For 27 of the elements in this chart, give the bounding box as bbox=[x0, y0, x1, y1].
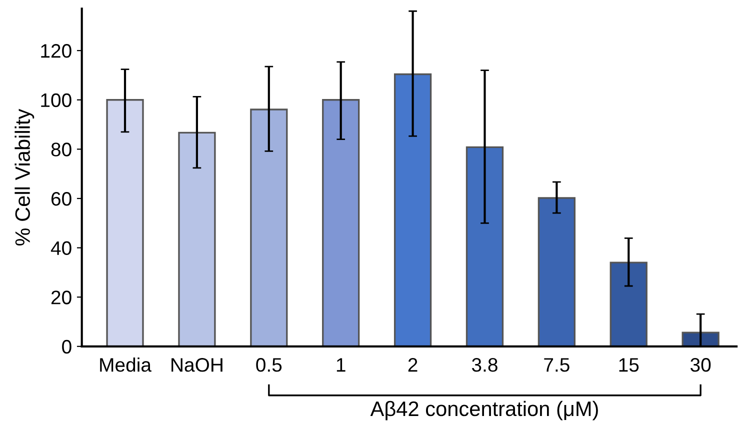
bar bbox=[394, 73, 432, 346]
y-tick-label: 80 bbox=[51, 142, 72, 156]
x-tick-label: 7.5 bbox=[544, 358, 570, 372]
bar bbox=[322, 99, 360, 346]
y-tick-label: 120 bbox=[41, 44, 72, 58]
bar bbox=[178, 132, 216, 346]
y-axis-title: % Cell Viability bbox=[14, 108, 34, 246]
bar bbox=[466, 146, 504, 346]
bar bbox=[682, 332, 720, 346]
y-tick-label: 40 bbox=[50, 241, 72, 256]
bar bbox=[610, 262, 648, 346]
x-tick-label: NaOH bbox=[172, 358, 222, 372]
text: Aβ42 concentration (μM) bbox=[370, 400, 598, 420]
x-tick-label: 0.5 bbox=[256, 358, 282, 372]
x-tick-label: 1 bbox=[336, 358, 346, 372]
bar bbox=[538, 197, 576, 346]
x-tick-label: Media bbox=[100, 358, 152, 372]
x-tick-label: 15 bbox=[619, 358, 639, 372]
y-tick-label: 20 bbox=[51, 290, 72, 304]
x-tick-label: 2 bbox=[408, 358, 418, 372]
y-tick-label: 60 bbox=[51, 192, 72, 206]
x-tick-label: 3.8 bbox=[472, 358, 498, 372]
y-tick-label: 0 bbox=[62, 340, 72, 354]
bar bbox=[250, 108, 288, 346]
bar bbox=[106, 99, 144, 346]
y-tick-label: 100 bbox=[41, 93, 72, 108]
x-tick-label: 30 bbox=[690, 358, 711, 372]
